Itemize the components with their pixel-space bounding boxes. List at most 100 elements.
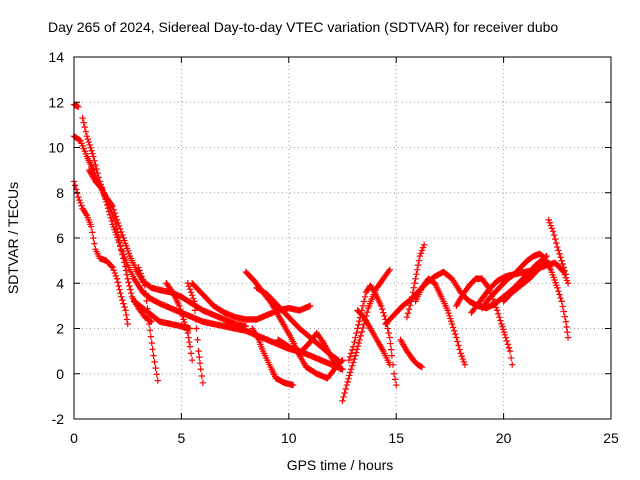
data-point	[554, 284, 561, 291]
data-point	[115, 282, 122, 290]
data-series-arc-2	[70, 132, 250, 330]
data-point	[136, 267, 143, 274]
data-point	[459, 355, 466, 363]
data-point	[147, 317, 154, 325]
data-point	[361, 293, 369, 301]
data-point	[503, 337, 511, 345]
data-point	[75, 103, 82, 110]
data-point	[414, 261, 422, 269]
data-point	[495, 310, 502, 317]
data-point	[415, 257, 423, 264]
data-point	[379, 306, 386, 313]
data-point	[178, 309, 185, 316]
chart-title: Day 265 of 2024, Sidereal Day-to-day VTE…	[48, 19, 558, 35]
data-point	[356, 336, 363, 344]
data-point	[123, 311, 130, 319]
data-point	[352, 334, 359, 341]
data-point	[90, 234, 97, 242]
data-point	[97, 184, 105, 191]
data-point	[188, 292, 196, 299]
data-point	[195, 347, 202, 355]
x-tick-label: 25	[603, 430, 619, 446]
data-point	[289, 381, 297, 389]
data-point	[353, 329, 360, 337]
grid-layer	[74, 57, 611, 419]
data-point	[414, 266, 421, 273]
data-point	[351, 355, 358, 363]
data-point	[94, 169, 101, 177]
data-point	[412, 275, 419, 282]
data-point	[555, 247, 562, 254]
tick-layer	[73, 56, 612, 420]
data-point	[341, 389, 348, 397]
data-point	[185, 283, 193, 290]
x-tick-label: 15	[388, 430, 404, 446]
data-point	[191, 298, 198, 305]
data-point	[449, 324, 457, 331]
data-point	[89, 229, 96, 236]
data-point	[198, 372, 206, 380]
data-point	[146, 327, 154, 334]
data-point	[87, 223, 95, 230]
data-point	[380, 309, 387, 316]
data-point	[142, 290, 149, 297]
data-point	[491, 301, 499, 308]
data-point	[492, 304, 500, 311]
data-point	[141, 282, 149, 289]
data-point	[187, 289, 195, 296]
data-point	[115, 233, 122, 240]
data-point	[556, 291, 563, 298]
data-point	[126, 282, 133, 290]
data-point	[107, 214, 115, 222]
data-point	[454, 338, 461, 345]
data-point	[388, 352, 396, 359]
data-point	[139, 276, 146, 283]
data-point	[192, 316, 199, 323]
data-point	[112, 220, 119, 228]
data-point	[355, 321, 362, 329]
data-point	[89, 150, 96, 157]
data-point	[403, 313, 411, 321]
y-tick-label: 4	[56, 275, 64, 291]
data-point	[457, 350, 464, 357]
data-point	[90, 153, 97, 160]
data-point	[318, 337, 326, 344]
data-point	[563, 323, 570, 331]
data-point	[111, 216, 119, 224]
data-point	[127, 290, 135, 297]
data-point	[152, 364, 159, 372]
data-point	[187, 350, 195, 357]
data-point	[186, 286, 194, 293]
data-point	[387, 346, 395, 353]
data-point	[384, 325, 391, 332]
data-point	[348, 346, 356, 354]
data-series-arc-21	[412, 275, 469, 368]
data-point	[137, 270, 144, 277]
data-point	[121, 303, 128, 311]
data-point	[168, 287, 175, 294]
data-point	[554, 243, 561, 251]
data-point	[418, 247, 426, 254]
x-tick-label: 20	[496, 430, 512, 446]
data-point	[508, 361, 516, 368]
data-point	[95, 174, 102, 181]
data-point	[420, 241, 428, 248]
data-point	[108, 263, 115, 270]
data-point	[461, 361, 469, 368]
data-point	[390, 370, 398, 377]
data-point	[186, 338, 193, 346]
data-point	[119, 297, 126, 304]
data-series-arc-7	[130, 298, 194, 332]
data-point	[336, 364, 343, 372]
data-point	[351, 338, 358, 346]
data-point	[150, 352, 157, 359]
data-point	[118, 293, 125, 301]
data-point	[345, 375, 352, 382]
data-point	[456, 346, 463, 353]
data-point	[353, 346, 361, 353]
x-axis-label: GPS time / hours	[287, 457, 394, 473]
data-series-arc-22	[453, 275, 516, 368]
data-point	[408, 293, 416, 301]
data-point	[83, 132, 91, 140]
data-point	[560, 264, 567, 271]
